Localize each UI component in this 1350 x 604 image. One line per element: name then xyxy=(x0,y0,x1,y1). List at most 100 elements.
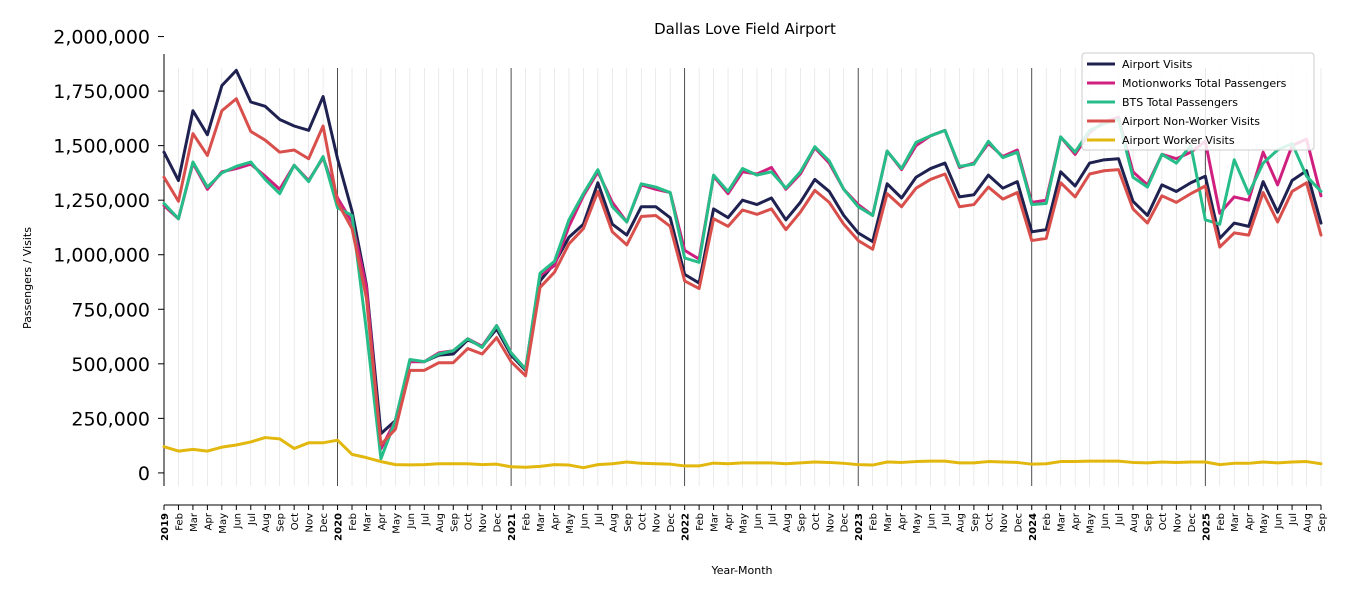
chart-title: Dallas Love Field Airport xyxy=(654,20,836,38)
y-tick-label: 1,750,000 xyxy=(53,81,150,103)
x-tick-label: May xyxy=(1086,513,1097,534)
y-tick-label: 500,000 xyxy=(71,354,150,376)
x-tick-label: Sep xyxy=(276,513,287,532)
x-tick-label: Feb xyxy=(695,513,706,531)
gridlines xyxy=(163,68,1322,486)
x-tick-label: 2024 xyxy=(1028,513,1039,541)
x-tick-label: Apr xyxy=(898,512,909,530)
x-tick-label: Jul xyxy=(1115,513,1126,526)
x-tick-label: Jun xyxy=(579,513,590,530)
x-tick-label: Jun xyxy=(232,513,243,530)
y-tick-label: 2,000,000 xyxy=(53,27,150,49)
x-tick-label: 2023 xyxy=(854,513,865,541)
x-tick-label: Aug xyxy=(955,513,966,533)
x-tick-label: Apr xyxy=(377,512,388,530)
x-tick-label: Sep xyxy=(970,513,981,532)
x-tick-label: Sep xyxy=(1143,513,1154,532)
x-tick-label: Dec xyxy=(493,513,504,532)
x-tick-label: Sep xyxy=(449,513,460,532)
legend-items: Airport Visits Motionworks Total Passenge… xyxy=(1087,58,1287,147)
x-tick-label: Nov xyxy=(1172,513,1183,533)
x-tick-label: May xyxy=(565,513,576,534)
x-tick-label: May xyxy=(218,513,229,534)
y-tick-label: 1,000,000 xyxy=(53,245,150,267)
x-tick-label: Mar xyxy=(362,512,373,532)
x-tick-label: Dec xyxy=(840,513,851,532)
x-tick-label: Nov xyxy=(999,513,1010,533)
x-tick-label: Mar xyxy=(710,512,721,532)
x-tick-label: Apr xyxy=(550,512,561,530)
x-tick-label: Jul xyxy=(1288,513,1299,526)
x-tick-label: Oct xyxy=(811,513,822,530)
legend: Airport Visits Motionworks Total Passenge… xyxy=(1081,52,1315,151)
legend-label: Airport Worker Visits xyxy=(1122,134,1235,147)
x-tick-label: Jul xyxy=(420,513,431,526)
x-tick-label: Dec xyxy=(666,513,677,532)
legend-box xyxy=(1081,52,1315,151)
x-tick-label: Jul xyxy=(594,513,605,526)
x-ticks: 2019 Feb Mar Apr May Jun Jul Aug Sep Oct Nov Dec 202… xyxy=(160,505,1328,541)
x-tick-label: May xyxy=(391,513,402,534)
x-tick-label: Jun xyxy=(1274,513,1285,530)
x-tick-label: Dec xyxy=(1013,513,1024,532)
legend-label: Airport Visits xyxy=(1122,58,1193,71)
series-line-airport-visits xyxy=(162,68,1323,436)
x-tick-label: 2021 xyxy=(507,513,518,541)
x-tick-label: Aug xyxy=(608,513,619,533)
x-tick-label: 2020 xyxy=(334,513,345,541)
series-line-airport-worker-visits xyxy=(162,436,1323,470)
y-ticks: 0 250,000 500,000 750,000 1,000,000 1,250,000… xyxy=(53,27,164,485)
x-tick-label: Mar xyxy=(883,512,894,532)
x-tick-label: 2022 xyxy=(681,513,692,541)
x-tick-label: Nov xyxy=(478,513,489,533)
y-tick-label: 1,500,000 xyxy=(53,136,150,158)
x-tick-label: May xyxy=(739,513,750,534)
x-tick-label: Jul xyxy=(767,513,778,526)
x-tick-label: Jun xyxy=(927,513,938,530)
x-tick-label: Aug xyxy=(1129,513,1140,533)
x-tick-label: Oct xyxy=(637,513,648,530)
y-tick-label: 0 xyxy=(138,463,150,485)
x-tick-label: Aug xyxy=(782,513,793,533)
x-tick-label: Sep xyxy=(796,513,807,532)
x-tick-label: Sep xyxy=(623,513,634,532)
x-tick-label: Dec xyxy=(1187,513,1198,532)
x-tick-label: Oct xyxy=(464,513,475,530)
y-tick-label: 250,000 xyxy=(71,408,150,430)
x-tick-label: Aug xyxy=(1303,513,1314,533)
x-tick-label: Jul xyxy=(941,513,952,526)
x-tick-label: Nov xyxy=(652,513,663,533)
x-tick-label: 2019 xyxy=(160,513,171,541)
x-tick-label: Apr xyxy=(724,512,735,530)
x-tick-label: Oct xyxy=(290,513,301,530)
x-tick-label: Mar xyxy=(1230,512,1241,532)
x-tick-label: Feb xyxy=(522,513,533,531)
x-tick-label: Aug xyxy=(435,513,446,533)
x-tick-label: Mar xyxy=(536,512,547,532)
series-lines xyxy=(162,68,1323,470)
x-tick-label: Feb xyxy=(869,513,880,531)
x-tick-label: Jun xyxy=(1100,513,1111,530)
x-tick-label: Jun xyxy=(406,513,417,530)
x-tick-label: Feb xyxy=(348,513,359,531)
y-tick-label: 750,000 xyxy=(71,299,150,321)
x-tick-label: Nov xyxy=(825,513,836,533)
x-tick-label: Sep xyxy=(1317,513,1328,532)
x-tick-label: Dec xyxy=(319,513,330,532)
x-axis-label: Year-Month xyxy=(710,564,772,577)
x-tick-label: Feb xyxy=(1216,513,1227,531)
legend-label: Airport Non-Worker Visits xyxy=(1122,115,1260,128)
x-tick-label: Jul xyxy=(247,513,258,526)
x-tick-label: Aug xyxy=(261,513,272,533)
x-tick-label: Apr xyxy=(1245,512,1256,530)
x-tick-label: Feb xyxy=(174,513,185,531)
x-tick-label: Apr xyxy=(203,512,214,530)
x-tick-label: Feb xyxy=(1042,513,1053,531)
series-line-airport-non-worker-visits xyxy=(162,97,1323,447)
x-tick-label: May xyxy=(912,513,923,534)
y-tick-label: 1,250,000 xyxy=(53,190,150,212)
x-tick-label: Apr xyxy=(1071,512,1082,530)
legend-label: Motionworks Total Passengers xyxy=(1122,77,1287,90)
